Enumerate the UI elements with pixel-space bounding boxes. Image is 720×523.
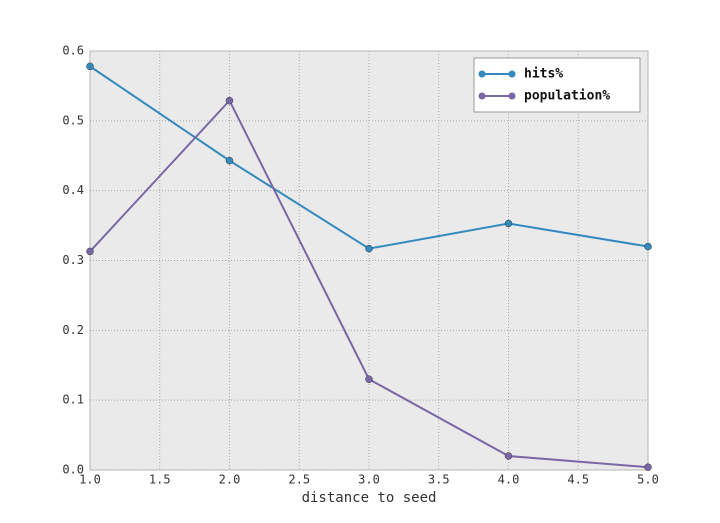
- legend-marker: [508, 92, 516, 100]
- data-point: [86, 247, 94, 256]
- y-tick-label: 0.5: [62, 113, 84, 127]
- data-point: [365, 375, 373, 383]
- y-tick-label: 0.1: [62, 393, 84, 407]
- y-tick-label: 0.2: [62, 323, 84, 337]
- x-tick-label: 2.0: [219, 473, 241, 487]
- x-tick-label: 3.0: [358, 473, 380, 487]
- data-point: [225, 96, 234, 105]
- x-tick-label: 1.0: [79, 473, 101, 487]
- x-tick-label: 5.0: [637, 473, 659, 487]
- data-point: [225, 156, 234, 165]
- x-tick-label: 3.5: [428, 473, 450, 487]
- y-tick-label: 0.0: [62, 463, 84, 477]
- data-point: [644, 242, 652, 251]
- y-tick-label: 0.4: [62, 183, 84, 197]
- y-tick-label: 0.3: [62, 253, 84, 267]
- y-tick-label: 0.6: [62, 44, 84, 58]
- legend-label: population%: [524, 89, 610, 104]
- data-point: [504, 219, 513, 228]
- data-point: [644, 463, 652, 471]
- data-point: [504, 452, 513, 460]
- legend-box: [473, 57, 641, 113]
- data-point: [86, 62, 94, 71]
- legend-marker: [478, 70, 486, 78]
- legend-marker: [478, 92, 486, 100]
- legend-marker: [508, 70, 516, 78]
- x-tick-label: 2.5: [288, 473, 310, 487]
- x-tick-label: 4.0: [498, 473, 520, 487]
- x-tick-label: 4.5: [567, 473, 589, 487]
- legend: hits% population%: [473, 57, 641, 113]
- legend-label: hits%: [524, 67, 563, 82]
- x-axis-label: distance to seed: [302, 490, 437, 506]
- data-point: [365, 244, 373, 253]
- x-tick-label: 1.5: [149, 473, 171, 487]
